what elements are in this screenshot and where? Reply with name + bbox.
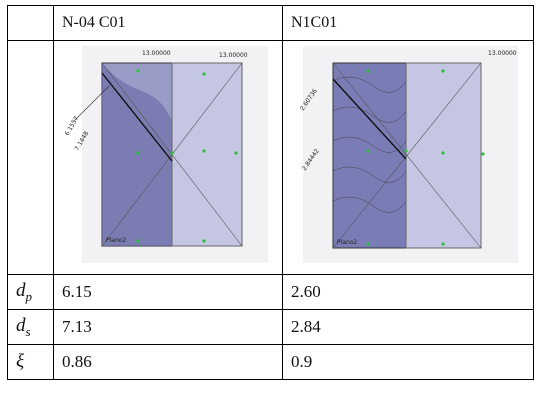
- image-row: 13.00000 13.00000 6.1557 7.1448 Plano2 1…: [8, 41, 534, 275]
- header-cell: N-04 C01: [54, 6, 283, 41]
- symbol-cell: ξ: [8, 345, 54, 380]
- plane-label: Plano2: [106, 237, 126, 244]
- corner-cell: [8, 6, 54, 41]
- symbol: d: [16, 315, 26, 336]
- image-cell: 13.00000 13.00000 6.1557 7.1448 Plano2: [54, 41, 283, 275]
- page: {"table": {"header": ["N-04 C01", "N1C01…: [0, 0, 538, 412]
- data-row: ds 7.13 2.84: [8, 310, 534, 345]
- subscript: p: [26, 288, 33, 303]
- symbol-cell: ds: [8, 310, 54, 345]
- header-row: N-04 C01 N1C01: [8, 6, 534, 41]
- table: N-04 C01 N1C01 13.00000 13.00000 6.1557 …: [7, 5, 534, 380]
- data-row: dp 6.15 2.60: [8, 275, 534, 310]
- image-cell: 13.00000 2.60736 2.84442 Plano2: [283, 41, 534, 275]
- symbol: d: [16, 280, 26, 301]
- part: [172, 63, 242, 246]
- dimension-label: 13.00000: [488, 50, 517, 57]
- data-row: ξ 0.86 0.9: [8, 345, 534, 380]
- value-cell: 0.86: [54, 345, 283, 380]
- value-cell: 7.13: [54, 310, 283, 345]
- cad-image: 13.00000 2.60736 2.84442 Plano2: [283, 41, 533, 274]
- part: [406, 63, 481, 248]
- dimension-label: 13.00000: [219, 52, 248, 59]
- subscript: s: [26, 323, 31, 338]
- empty-cell: [8, 41, 54, 275]
- plane-label: Plano2: [337, 239, 357, 246]
- dimension-label: 13.00000: [142, 50, 171, 57]
- value-cell: 2.84: [283, 310, 534, 345]
- header-cell: N1C01: [283, 6, 534, 41]
- cad-image: 13.00000 13.00000 6.1557 7.1448 Plano2: [54, 41, 282, 274]
- value-cell: 2.60: [283, 275, 534, 310]
- dimension-label: 6.1557: [64, 115, 81, 137]
- value-cell: 6.15: [54, 275, 283, 310]
- value-cell: 0.9: [283, 345, 534, 380]
- symbol-cell: dp: [8, 275, 54, 310]
